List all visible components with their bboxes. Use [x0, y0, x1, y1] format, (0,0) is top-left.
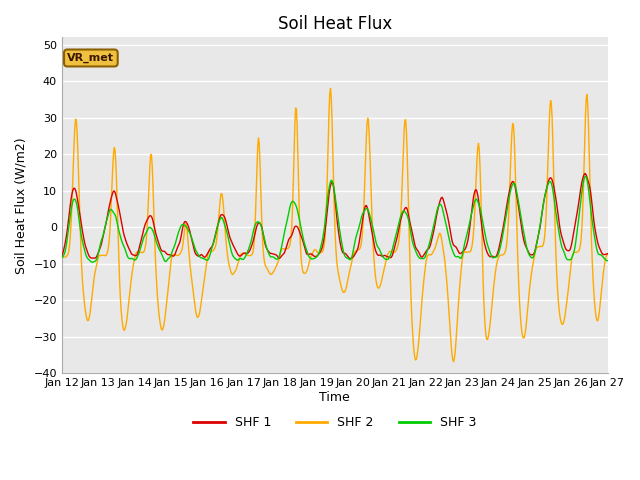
Y-axis label: Soil Heat Flux (W/m2): Soil Heat Flux (W/m2): [15, 137, 28, 274]
Title: Soil Heat Flux: Soil Heat Flux: [278, 15, 392, 33]
X-axis label: Time: Time: [319, 391, 350, 404]
Text: VR_met: VR_met: [67, 53, 115, 63]
Legend: SHF 1, SHF 2, SHF 3: SHF 1, SHF 2, SHF 3: [188, 411, 481, 434]
